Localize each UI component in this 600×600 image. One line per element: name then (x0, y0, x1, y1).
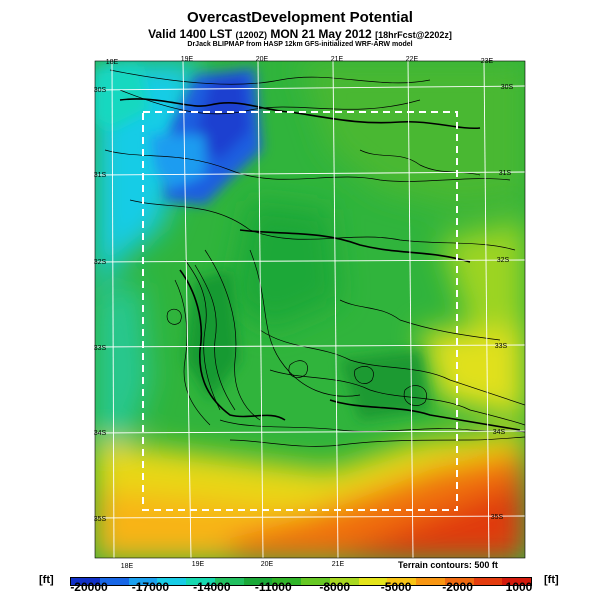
colorbar-swatch (301, 578, 330, 585)
lon-labels-bottom: 18E 19E 20E 21E (121, 561, 345, 570)
lon-label-bottom-1: 19E (192, 561, 205, 568)
colorbar-tick-label: -17000 (131, 580, 170, 594)
unit-label-right: [ft] (544, 574, 559, 586)
lon-label-top-4: 22E (406, 56, 419, 63)
lon-label-top-2: 20E (256, 56, 269, 63)
lon-label-top-5: 23E (481, 58, 494, 65)
colorbar-swatch (329, 578, 359, 585)
lon-label-bottom-3: 21E (332, 561, 345, 568)
valid-time-line: Valid 1400 LST (1200Z) MON 21 May 2012 [… (0, 27, 600, 41)
lon-labels-top: 18E 19E 20E 21E 22E 23E (106, 56, 494, 66)
lat-lon-grid (95, 61, 525, 558)
lat-label-right-2: 32S (497, 257, 510, 264)
lat-label-left-1: 31S (94, 172, 107, 179)
colorbar-swatch (186, 578, 215, 585)
lon-label-bottom-0: 18E (121, 563, 134, 570)
colorbar-swatch (243, 578, 273, 585)
valid-time: Valid 1400 LST (148, 27, 233, 41)
lat-labels-right: 30S 31S 32S 33S 34S 35S (491, 84, 514, 521)
colorbar-swatch (272, 578, 301, 585)
colorbar-swatch (157, 578, 186, 585)
colorbar-tick-label: 1000 (505, 580, 533, 594)
terrain-contours (104, 69, 525, 447)
colorbar-swatch (502, 578, 531, 585)
map-title: OvercastDevelopment Potential (187, 9, 413, 26)
colorbar-swatch (214, 578, 244, 585)
lat-label-left-5: 35S (94, 516, 107, 523)
domain-box (142, 111, 458, 511)
lat-label-left-4: 34S (94, 430, 107, 437)
colorbar-tick-label: -8000 (319, 580, 351, 594)
lat-label-right-1: 31S (499, 170, 512, 177)
lat-label-right-4: 34S (493, 429, 506, 436)
colorbar-tick-label: -14000 (193, 580, 231, 594)
colorbar (70, 577, 532, 586)
valid-date: MON 21 May 2012 (270, 27, 372, 41)
colorbar-swatch (99, 578, 129, 585)
lat-label-left-3: 33S (94, 345, 107, 352)
lon-label-top-0: 18E (106, 59, 119, 66)
field-raster (95, 61, 525, 558)
lat-label-right-3: 33S (495, 343, 508, 350)
lat-label-right-5: 35S (491, 514, 504, 521)
colorbar-swatch (358, 578, 388, 585)
colorbar-swatch (444, 578, 474, 585)
lon-label-top-3: 21E (331, 56, 344, 63)
colorbar-swatch (416, 578, 445, 585)
colorbar-swatch (387, 578, 416, 585)
colorbar-swatch (128, 578, 158, 585)
lat-label-left-2: 32S (94, 259, 107, 266)
zulu-time: (1200Z) (235, 30, 267, 40)
model-credit: DrJack BLIPMAP from HASP 12km GFS-initia… (187, 41, 413, 48)
lon-label-top-1: 19E (181, 56, 194, 63)
colorbar-swatch (71, 578, 100, 585)
lat-labels-left: 30S 31S 32S 33S 34S 35S (94, 87, 107, 523)
colorbar-swatch (473, 578, 503, 585)
lon-label-bottom-2: 20E (261, 561, 274, 568)
colorbar-tick-label: -2000 (442, 580, 473, 594)
unit-label-left: [ft] (39, 574, 54, 586)
colorbar-tick-label: -20000 (70, 580, 108, 594)
forecast-info: [18hrFcst@2202z] (375, 30, 452, 40)
lat-label-left-0: 30S (94, 87, 107, 94)
colorbar-tick-label: -5000 (380, 580, 412, 594)
colorbar-tick-label: -11000 (254, 580, 292, 594)
terrain-contour-note: Terrain contours: 500 ft (398, 560, 498, 570)
lat-label-right-0: 30S (501, 84, 514, 91)
